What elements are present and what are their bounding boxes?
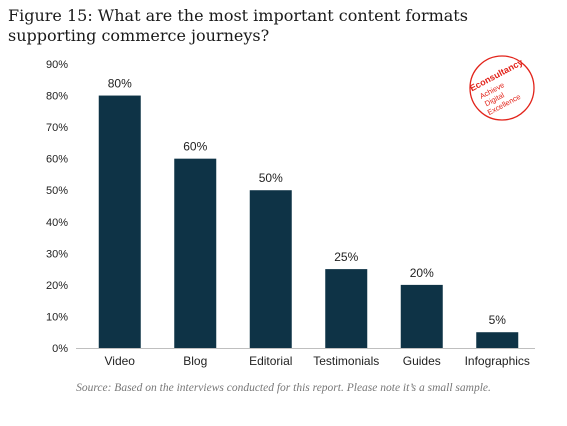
bar-chart: 0% 10% 20% 30% 40% 50% 60% 70% 80% 90% 80% 60% 50% 2… <box>46 55 535 368</box>
x-tick-label: Guides <box>403 354 441 368</box>
x-axis: Video Blog Editorial Testimonials Guides Info… <box>76 348 535 368</box>
x-tick-label: Video <box>105 354 136 368</box>
y-tick-label: 50% <box>46 185 68 197</box>
bar-infographics <box>476 332 519 348</box>
data-label: 20% <box>410 266 434 280</box>
bars: 80% 60% 50% 25% 20% 5% <box>98 77 519 348</box>
data-label: 25% <box>334 250 358 264</box>
x-tick-label: Blog <box>183 354 207 368</box>
y-tick-label: 0% <box>52 343 68 355</box>
y-tick-label: 90% <box>46 59 68 71</box>
chart-title: Figure 15: What are the most important c… <box>8 6 468 45</box>
y-tick-label: 10% <box>46 311 68 323</box>
y-tick-label: 40% <box>46 217 68 229</box>
y-tick-label: 60% <box>46 154 68 166</box>
bar-blog <box>174 158 217 348</box>
x-tick-label: Infographics <box>465 354 530 368</box>
x-tick-label: Testimonials <box>313 354 379 368</box>
y-tick-label: 80% <box>46 91 68 103</box>
y-tick-label: 70% <box>46 122 68 134</box>
data-label: 5% <box>489 313 507 327</box>
y-tick-label: 20% <box>46 280 68 292</box>
logo-circle <box>469 55 535 121</box>
bar-editorial <box>249 190 292 348</box>
bar-guides <box>400 284 443 348</box>
y-axis: 0% 10% 20% 30% 40% 50% 60% 70% 80% 90% <box>46 59 68 355</box>
data-label: 60% <box>183 140 207 154</box>
data-label: 80% <box>108 77 132 91</box>
bar-video <box>98 95 141 348</box>
data-label: 50% <box>259 171 283 185</box>
source-note: Source: Based on the interviews conducte… <box>76 382 491 394</box>
bar-testimonials <box>325 269 368 348</box>
econsultancy-logo: Econsultancy Achieve Digital Excellence <box>468 55 535 121</box>
x-tick-label: Editorial <box>249 354 292 368</box>
y-tick-label: 30% <box>46 248 68 260</box>
